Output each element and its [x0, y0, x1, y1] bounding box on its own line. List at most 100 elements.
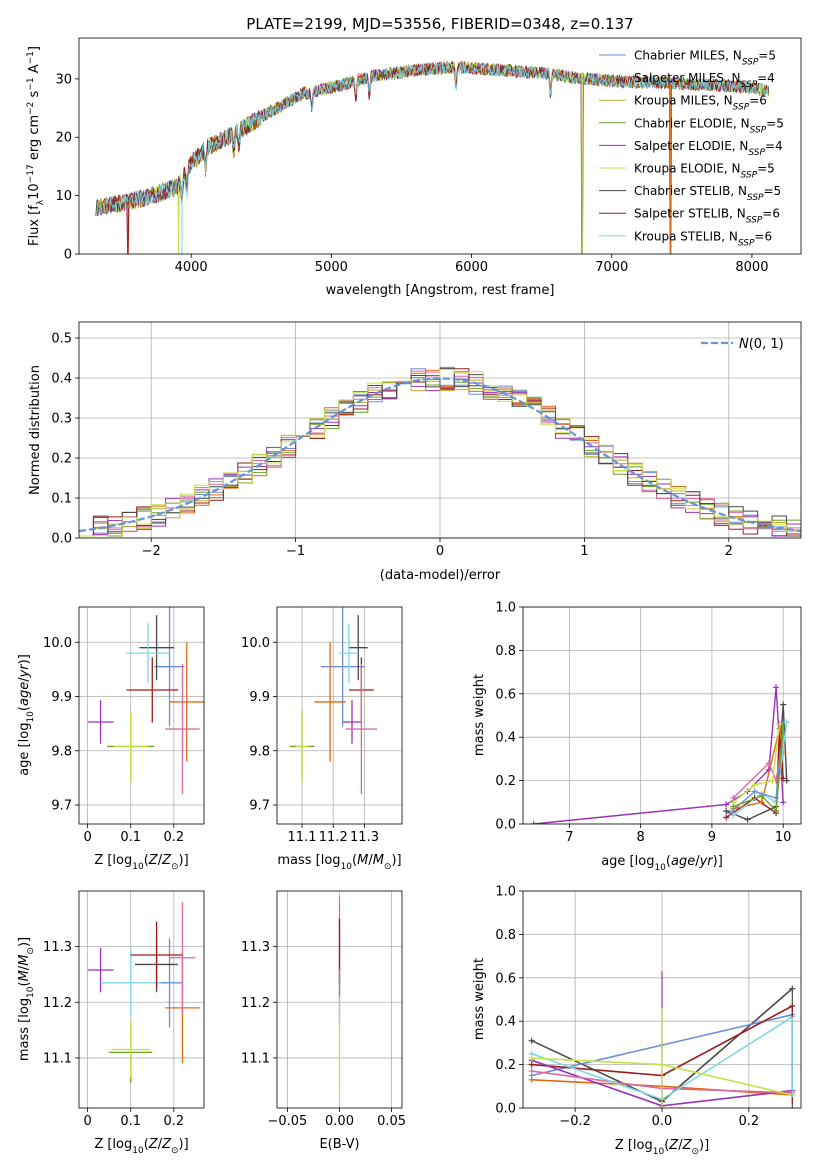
weight-track [732, 721, 788, 816]
spectrum-panel: 4000 5000 6000 7000 8000 0 10 20 30 wavelength [A… [26, 37, 802, 298]
weight-marker [758, 799, 765, 806]
y-tick-label: 10.0 [241, 636, 270, 651]
weight-marker [530, 821, 537, 824]
weight-marker [769, 777, 776, 784]
weight-track [733, 726, 784, 813]
y-tick-label: 9.7 [249, 799, 270, 814]
weight-track [729, 730, 784, 814]
x-tick-label: 0.00 [325, 1114, 354, 1129]
histogram-series [79, 369, 801, 537]
weight-marker [773, 684, 780, 691]
x-tick-label: 0.1 [120, 1114, 141, 1129]
y-tick-label: 11.3 [43, 940, 72, 955]
x-axis-label: Z [log10(Z/Z⊙)] [94, 1137, 188, 1156]
x-tick-label: 9 [708, 830, 716, 845]
weight-marker [723, 807, 730, 814]
y-tick-label: 0.0 [51, 532, 72, 547]
weight-marker [723, 814, 730, 821]
y-tick-label: 10 [55, 189, 72, 204]
y-axis-label: Flux [fλ10−17 erg cm−2 s−1 A−1] [26, 46, 46, 246]
y-tick-label: 0.0 [495, 818, 516, 833]
weight-track [732, 724, 781, 803]
plot-area [79, 891, 204, 1108]
mass-vs-metallicity-panel: 0 0.1 0.2 11.1 11.2 11.3 Z [log10(Z/Z⊙)] mass [… [17, 890, 205, 1156]
y-axis-label: Normed distribution [28, 365, 43, 495]
weight-marker [528, 1055, 535, 1062]
x-tick-label: 11.2 [319, 830, 348, 845]
y-tick-label: 11.1 [43, 1051, 72, 1066]
y-tick-label: 0.8 [495, 928, 516, 943]
x-axis-label: wavelength [Angstrom, rest frame] [326, 283, 555, 298]
weight-marker [726, 810, 733, 817]
y-tick-label: 9.8 [249, 744, 270, 759]
spectrum-series-line [98, 61, 769, 216]
x-tick-label: 11.1 [288, 830, 317, 845]
legend-entry: Kroupa STELIB, NSSP=6 [634, 229, 772, 248]
y-tick-label: 9.7 [51, 799, 72, 814]
weight-marker [776, 721, 783, 728]
weight-marker [528, 1037, 535, 1044]
x-tick-label: 0.05 [377, 1114, 406, 1129]
y-tick-label: 0.0 [495, 1102, 516, 1117]
y-tick-label: 0.2 [495, 774, 516, 789]
weight-marker [751, 781, 758, 788]
x-tick-label: 0.2 [163, 1114, 184, 1129]
weight-marker [773, 794, 780, 801]
y-tick-label: 0.4 [495, 1015, 516, 1030]
legend-entry: Kroupa MILES, NSSP=6 [634, 94, 767, 113]
y-axis-label: mass [log10(M/M⊙)] [17, 937, 36, 1061]
weight-marker [730, 812, 737, 819]
x-tick-label: 0 [83, 830, 91, 845]
x-tick-label: 8 [636, 830, 644, 845]
x-axis-label: Z [log10(Z/Z⊙)] [94, 853, 188, 872]
weight-marker [780, 799, 787, 806]
axes-frame [78, 606, 205, 825]
weight-marker [783, 777, 790, 784]
weight-marker [758, 792, 765, 799]
axes-frame [78, 890, 205, 1109]
weight-marker [723, 801, 730, 808]
plot-area [523, 607, 801, 824]
plot-area [277, 891, 402, 1108]
x-tick-label: 5000 [315, 260, 348, 275]
y-tick-label: 11.1 [241, 1051, 270, 1066]
y-tick-label: 9.9 [51, 690, 72, 705]
y-tick-label: 9.9 [249, 690, 270, 705]
plot-area [79, 322, 801, 538]
y-tick-label: 0.3 [51, 412, 72, 427]
x-tick-label: 0 [83, 1114, 91, 1129]
y-tick-label: 0.1 [51, 492, 72, 507]
legend-entry: Salpeter ELODIE, NSSP=4 [634, 139, 783, 158]
plot-area [95, 60, 770, 254]
age-vs-mass-panel: 11.1 11.2 11.3 9.7 9.8 9.9 10.0 mass [log10(M/M… [241, 606, 403, 872]
x-axis-label: Z [log10(Z/Z⊙)] [615, 1138, 709, 1157]
y-tick-label: 0.4 [51, 372, 72, 387]
axes-frame [78, 321, 802, 539]
legend-entry: Chabrier MILES, NSSP=5 [634, 49, 776, 68]
y-tick-label: 0.2 [495, 1058, 516, 1073]
plot-area [79, 607, 204, 824]
weight-track [533, 687, 784, 824]
x-tick-label: 1 [580, 544, 588, 559]
y-tick-label: 0.6 [495, 687, 516, 702]
x-axis-label: (data-model)/error [380, 568, 501, 583]
normal-curve [79, 377, 801, 533]
legend-entry: Salpeter STELIB, NSSP=6 [634, 207, 780, 226]
y-tick-label: 0.6 [495, 971, 516, 986]
x-tick-label: 6000 [455, 260, 488, 275]
weight-marker [783, 719, 790, 726]
legend: Chabrier MILES, NSSP=5 Salpeter MILES, NS… [599, 49, 784, 248]
y-tick-label: 0.8 [495, 644, 516, 659]
y-tick-label: 1.0 [495, 601, 516, 616]
x-tick-label: −1 [286, 544, 305, 559]
weight-marker [744, 816, 751, 823]
y-tick-label: 11.2 [43, 996, 72, 1011]
weight-marker [773, 807, 780, 814]
x-tick-label: 11.3 [350, 830, 379, 845]
weight-marker [730, 803, 737, 810]
x-tick-label: 0.2 [163, 830, 184, 845]
legend-entry: Chabrier ELODIE, NSSP=5 [634, 116, 784, 135]
y-axis-label: mass weight [472, 674, 487, 756]
y-tick-label: 9.8 [51, 744, 72, 759]
